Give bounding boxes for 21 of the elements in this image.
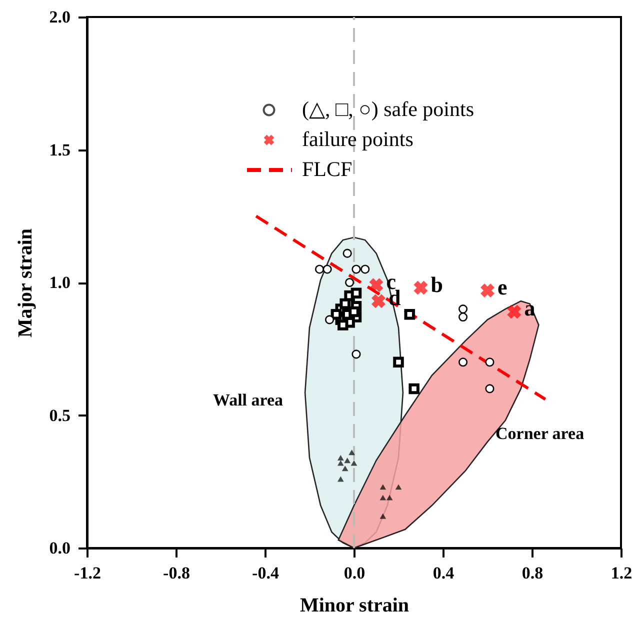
x-tick-label: 0.0 [344,564,366,582]
legend-label: FLCF [302,157,352,181]
data-label: e [498,274,508,300]
series-label: Corner area [496,424,585,443]
legend-label: (△, □, ○) safe points [302,97,474,121]
x-tick-label: 0.8 [522,564,544,582]
data-label: b [430,272,443,297]
y-tick-label: 2.0 [49,8,70,26]
y-tick-label: 1.5 [49,140,70,160]
x-tick-label: -0.4 [252,564,280,582]
x-tick-label: 1.2 [610,564,632,582]
x-tick-label: -1.2 [74,564,101,582]
y-axis-title: Major strain [14,228,36,338]
y-tick-label: 1.0 [49,273,70,292]
legend-label: failure points [302,127,414,151]
x-tick-label: -0.8 [163,564,190,582]
series-label: Wall area [213,390,284,410]
x-axis-title: Minor strain [300,594,410,616]
y-tick-label: 0.0 [49,538,70,558]
y-tick-label: 0.5 [49,406,70,425]
x-tick-label: 0.4 [432,564,455,582]
